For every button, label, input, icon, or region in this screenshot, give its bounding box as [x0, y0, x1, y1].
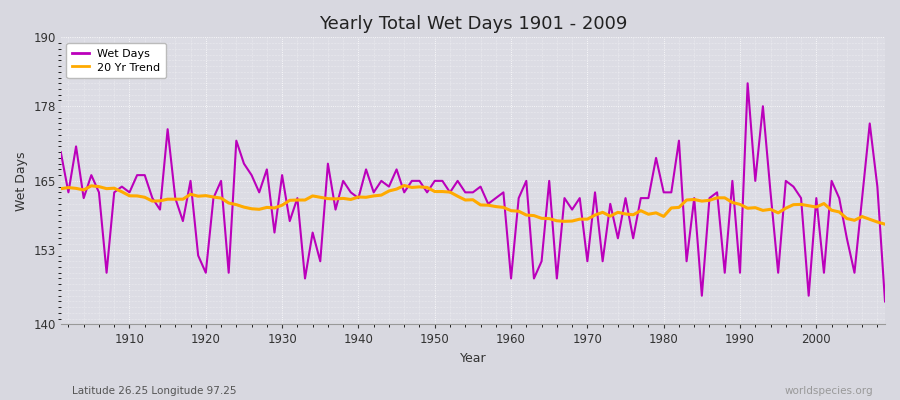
- 20 Yr Trend: [513, 209, 524, 214]
- Wet Days: [879, 299, 890, 304]
- Wet Days: [506, 276, 517, 281]
- 20 Yr Trend: [330, 196, 341, 201]
- Wet Days: [498, 190, 508, 195]
- 20 Yr Trend: [605, 214, 616, 218]
- Wet Days: [330, 207, 341, 212]
- Wet Days: [598, 259, 608, 264]
- Title: Yearly Total Wet Days 1901 - 2009: Yearly Total Wet Days 1901 - 2009: [319, 15, 627, 33]
- Line: Wet Days: Wet Days: [61, 83, 885, 302]
- 20 Yr Trend: [879, 222, 890, 226]
- 20 Yr Trend: [506, 208, 517, 213]
- Wet Days: [56, 150, 67, 154]
- 20 Yr Trend: [116, 189, 127, 194]
- Text: worldspecies.org: worldspecies.org: [785, 386, 873, 396]
- Wet Days: [742, 81, 753, 86]
- 20 Yr Trend: [56, 186, 67, 191]
- Wet Days: [284, 219, 295, 224]
- Wet Days: [116, 184, 127, 189]
- 20 Yr Trend: [399, 183, 410, 188]
- X-axis label: Year: Year: [460, 352, 486, 365]
- Y-axis label: Wet Days: Wet Days: [15, 151, 28, 211]
- 20 Yr Trend: [284, 198, 295, 203]
- Text: Latitude 26.25 Longitude 97.25: Latitude 26.25 Longitude 97.25: [72, 386, 237, 396]
- Legend: Wet Days, 20 Yr Trend: Wet Days, 20 Yr Trend: [67, 43, 166, 78]
- Line: 20 Yr Trend: 20 Yr Trend: [61, 186, 885, 224]
